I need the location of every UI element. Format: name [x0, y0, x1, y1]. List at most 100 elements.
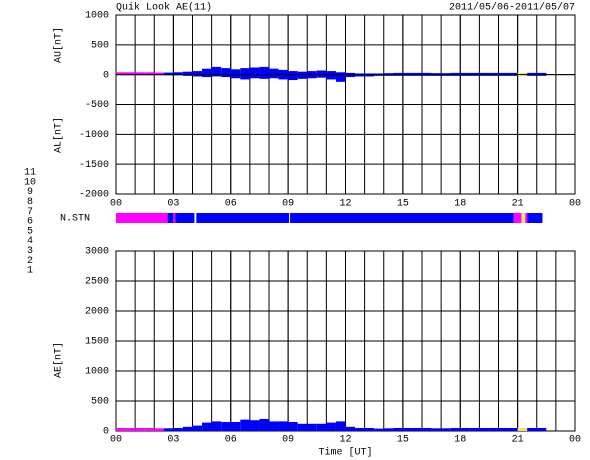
- bar: [135, 72, 145, 75]
- x-tick-label: 00: [110, 199, 122, 210]
- bar: [125, 428, 136, 431]
- bar: [259, 419, 269, 431]
- bar: [211, 74, 222, 77]
- bar: [469, 72, 480, 75]
- bar: [431, 74, 442, 76]
- bar: [269, 68, 279, 75]
- x-tick-label: 18: [454, 199, 466, 210]
- bar: [192, 425, 203, 431]
- legend-label: 8: [27, 197, 33, 208]
- bar: [393, 72, 403, 75]
- bar: [297, 74, 308, 79]
- bar: [536, 74, 547, 76]
- x-tick-label: 15: [397, 199, 409, 210]
- bar: [355, 74, 365, 77]
- bar: [364, 74, 375, 77]
- legend-label: 2: [27, 256, 33, 267]
- bar: [135, 428, 145, 431]
- y-tick-label: 1000: [85, 367, 109, 378]
- bar: [192, 71, 203, 75]
- bar: [173, 72, 183, 75]
- x-tick-label: 09: [282, 435, 294, 446]
- bar: [116, 428, 126, 431]
- station-segment: [196, 213, 290, 223]
- bar: [450, 72, 461, 75]
- bar: [240, 419, 250, 431]
- bar: [441, 74, 451, 76]
- bar: [374, 73, 384, 75]
- bar: [517, 428, 528, 431]
- bar: [144, 72, 155, 75]
- x-tick-label: 18: [454, 435, 466, 446]
- bar: [211, 66, 222, 75]
- y-axis-label: AL[nT]: [53, 117, 65, 153]
- bar: [412, 428, 422, 431]
- bar: [488, 72, 499, 75]
- bar: [345, 426, 356, 431]
- bar: [316, 74, 327, 78]
- bar: [326, 422, 336, 431]
- bar: [498, 74, 509, 76]
- bar: [221, 74, 231, 78]
- bar: [422, 72, 432, 75]
- bar: [450, 428, 461, 431]
- station-segment: [527, 213, 543, 223]
- bar: [335, 421, 346, 431]
- bar: [527, 72, 537, 75]
- legend-label: 1: [27, 266, 33, 277]
- x-tick-label: 12: [339, 199, 351, 210]
- bar: [517, 72, 528, 75]
- bar: [355, 73, 365, 75]
- station-segment: [175, 213, 195, 223]
- station-segment: [167, 213, 174, 223]
- bar: [450, 74, 461, 76]
- x-tick-label: 00: [569, 435, 581, 446]
- bar: [221, 422, 231, 431]
- y-tick-label: -2000: [79, 190, 109, 201]
- bar: [498, 428, 509, 431]
- station-segment: [290, 213, 514, 223]
- bar: [355, 428, 365, 431]
- bar: [383, 74, 394, 76]
- legend-label: 6: [27, 217, 33, 228]
- bar: [488, 74, 499, 76]
- y-tick-label: 1500: [85, 337, 109, 348]
- bar: [393, 74, 403, 76]
- strip-label: N.STN: [60, 214, 90, 225]
- bar: [402, 72, 413, 75]
- bar: [508, 428, 518, 431]
- bar: [163, 72, 174, 75]
- bar: [125, 72, 136, 75]
- bar: [259, 74, 269, 79]
- bar: [221, 68, 231, 75]
- bar: [211, 421, 222, 431]
- bar: [288, 74, 298, 81]
- bar: [479, 428, 489, 431]
- bar: [154, 72, 164, 75]
- x-tick-label: 15: [397, 435, 409, 446]
- period: 2011/05/06-2011/05/07: [449, 2, 575, 14]
- bar: [527, 428, 537, 431]
- bar: [182, 426, 193, 431]
- bar: [345, 72, 356, 75]
- bar: [202, 74, 212, 78]
- x-tick-label: 12: [339, 435, 351, 446]
- bar: [345, 74, 356, 78]
- bar: [393, 428, 403, 431]
- y-tick-label: 500: [91, 397, 109, 408]
- bar: [364, 73, 375, 75]
- x-tick-label: 06: [225, 199, 237, 210]
- legend-label: 10: [24, 177, 36, 188]
- bar: [460, 72, 470, 75]
- chart-title: Quik Look AE(11): [116, 2, 212, 14]
- bar: [383, 73, 394, 75]
- bar: [508, 72, 518, 75]
- bar: [297, 71, 308, 75]
- plot-frame: [115, 14, 576, 195]
- bar: [307, 74, 317, 79]
- bar: [240, 74, 250, 80]
- x-axis-label: Time [UT]: [318, 447, 372, 459]
- y-tick-label: 0: [103, 70, 109, 81]
- bar: [116, 72, 126, 75]
- bar: [288, 71, 298, 75]
